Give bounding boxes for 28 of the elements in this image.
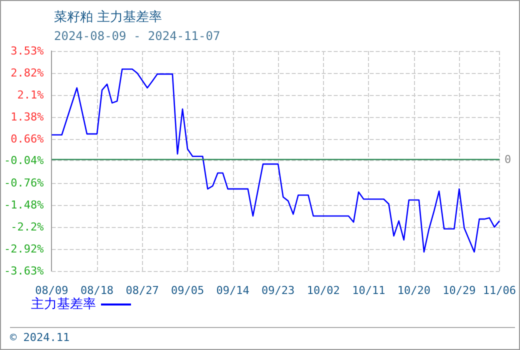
y-tick-label: 0.66% [10, 132, 44, 146]
x-tick-label: 11/06 [482, 284, 516, 297]
x-tick-label: 10/20 [397, 284, 430, 297]
y-tick-label: -3.63% [4, 264, 44, 278]
line-series [51, 68, 500, 253]
x-tick-label: 10/02 [306, 284, 340, 297]
x-tick-label: 09/05 [170, 284, 204, 297]
y-tick-label: 3.53% [10, 44, 44, 58]
y-tick-label: -0.76% [4, 176, 44, 190]
x-tick-label: 10/11 [352, 284, 386, 297]
x-tick-label: 08/27 [126, 284, 159, 297]
chart-title: 菜籽粕 主力基差率 [54, 9, 162, 25]
legend-label: 主力基差率 [31, 296, 96, 312]
x-tick-label: 10/29 [442, 284, 476, 297]
y-tick-label: 1.38% [10, 110, 44, 124]
y-tick-label: -1.48% [4, 198, 44, 212]
text: © 2024.11 [10, 327, 515, 344]
y-tick-label: -0.04% [4, 154, 44, 168]
x-tick-label: 09/23 [262, 284, 295, 297]
x-tick-label: 08/18 [80, 284, 114, 297]
chart-subtitle: 2024-08-09 - 2024-11-07 [54, 29, 220, 43]
ref-line-label: 0 [504, 152, 512, 166]
x-tick-label: 08/09 [35, 284, 68, 297]
y-tick-label: 2.82% [10, 66, 44, 80]
y-tick-label: -2.92% [4, 242, 44, 256]
x-tick-label: 09/14 [216, 284, 250, 297]
y-tick-label: 2.1% [17, 88, 44, 102]
y-tick-label: -2.2% [10, 220, 44, 234]
